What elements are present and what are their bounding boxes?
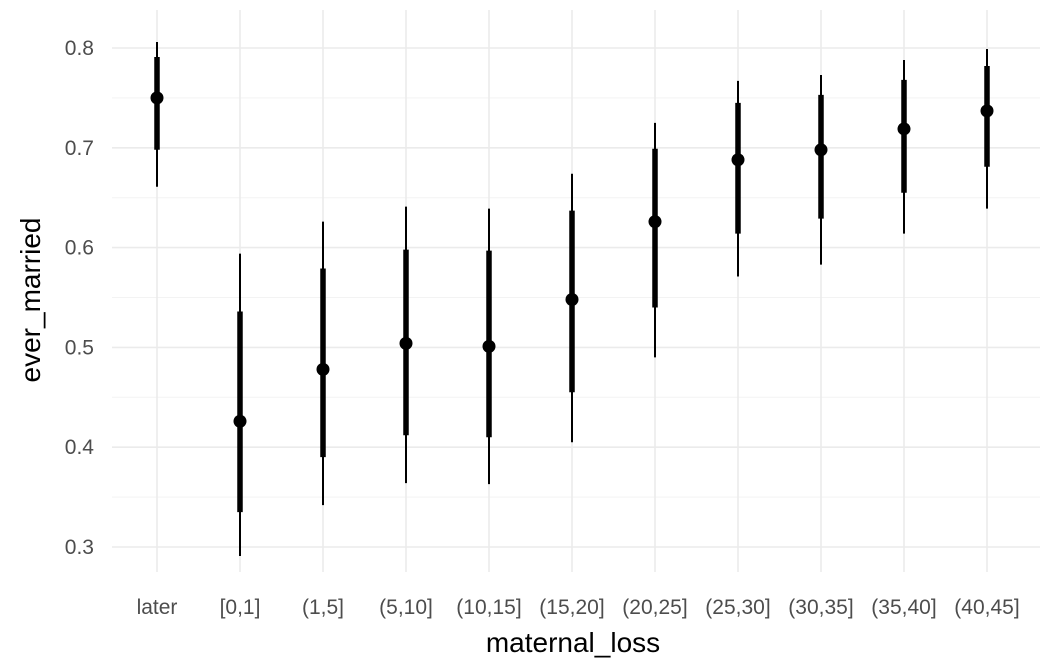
y-tick-label: 0.6	[65, 237, 94, 260]
point-range	[648, 122, 662, 358]
point-estimate	[814, 143, 828, 157]
point-estimate	[316, 362, 330, 376]
point-estimate	[565, 292, 579, 306]
point-range	[482, 208, 496, 485]
x-tick-label: (35,40]	[871, 596, 936, 619]
x-tick-label: (30,35]	[788, 596, 853, 619]
point-estimate	[482, 339, 496, 353]
point-estimate	[731, 153, 745, 167]
point-range	[814, 74, 828, 265]
data-marks	[150, 42, 994, 556]
y-tick-label: 0.4	[65, 436, 95, 459]
y-tick-label: 0.7	[65, 137, 94, 160]
point-estimate	[897, 122, 911, 136]
point-estimate	[233, 414, 247, 428]
point-range	[399, 206, 413, 484]
x-axis-title: maternal_loss	[486, 627, 660, 658]
point-estimate	[150, 91, 164, 105]
x-tick-label: later	[137, 596, 178, 619]
point-range	[233, 253, 247, 556]
point-range	[316, 221, 330, 506]
x-tick-label: (40,45]	[954, 596, 1019, 619]
y-axis-ticks: 0.3 0.4 0.5 0.6 0.7 0.8	[65, 37, 95, 559]
y-tick-label: 0.8	[65, 37, 94, 60]
y-axis-title: ever_married	[15, 218, 46, 383]
x-tick-label: (1,5]	[302, 596, 344, 619]
x-axis-ticks: later [0,1] (1,5] (5,10] (10,15] (15,20] (20,2…	[137, 596, 1020, 619]
point-range	[150, 42, 164, 187]
x-tick-label: (25,30]	[705, 596, 770, 619]
x-tick-label: (10,15]	[456, 596, 521, 619]
point-estimate	[399, 336, 413, 350]
point-range	[731, 80, 745, 277]
x-tick-label: (5,10]	[379, 596, 433, 619]
point-range	[897, 59, 911, 234]
grid-layer	[112, 10, 1040, 572]
x-tick-label: [0,1]	[220, 596, 261, 619]
y-tick-label: 0.5	[65, 336, 94, 359]
point-range	[980, 48, 994, 209]
point-range	[565, 173, 579, 443]
y-tick-label: 0.3	[65, 536, 94, 559]
point-estimate	[648, 215, 662, 229]
x-tick-label: (15,20]	[539, 596, 604, 619]
point-estimate	[980, 104, 994, 118]
x-tick-label: (20,25]	[622, 596, 687, 619]
